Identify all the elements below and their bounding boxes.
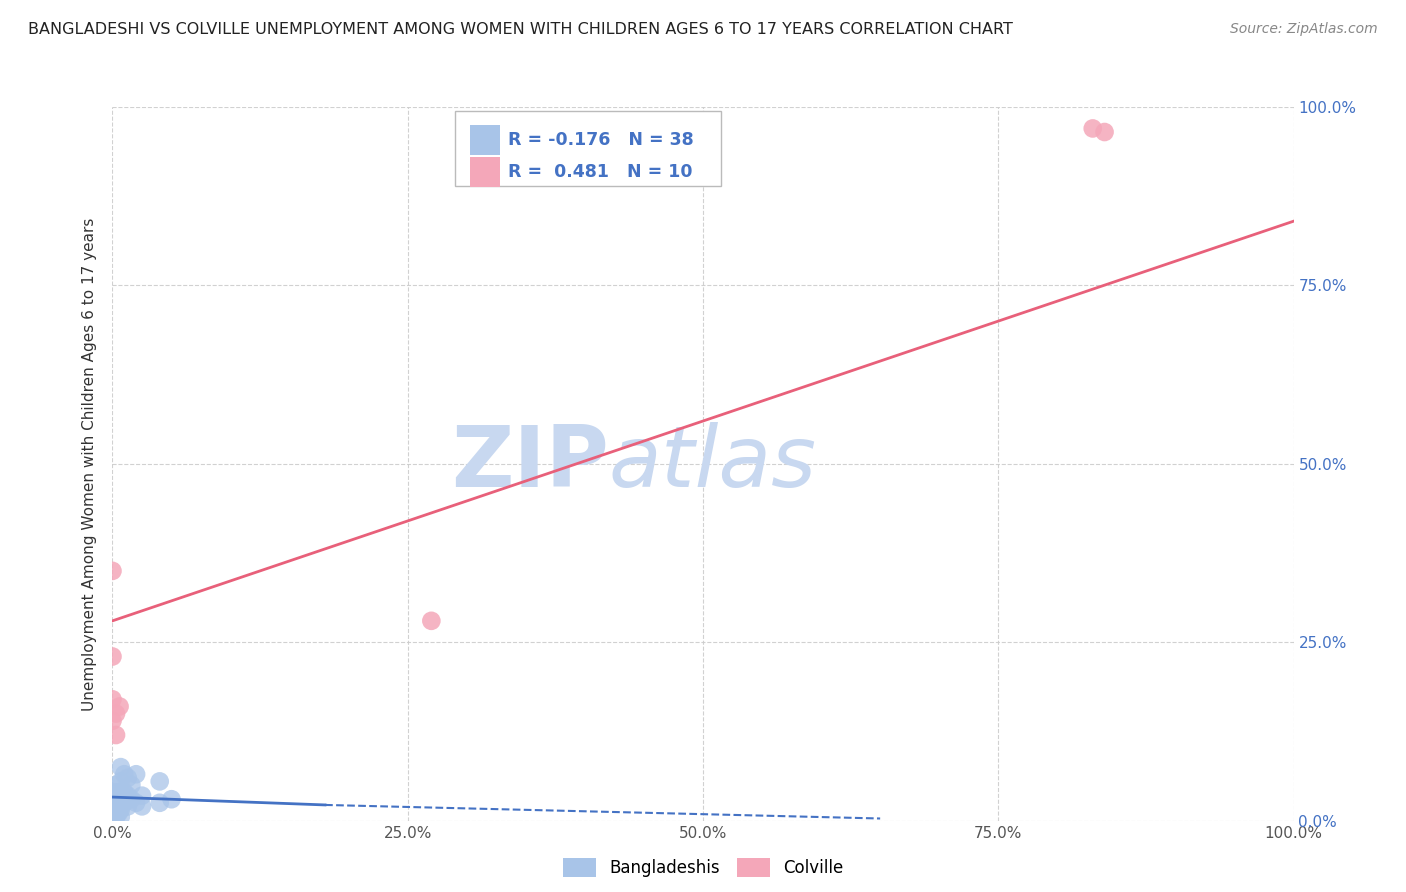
Point xyxy=(117,771,139,785)
Text: BANGLADESHI VS COLVILLE UNEMPLOYMENT AMONG WOMEN WITH CHILDREN AGES 6 TO 17 YEAR: BANGLADESHI VS COLVILLE UNEMPLOYMENT AMO… xyxy=(28,22,1012,37)
Text: R = -0.176   N = 38: R = -0.176 N = 38 xyxy=(508,131,695,149)
Point xyxy=(105,810,128,824)
Point xyxy=(160,792,183,806)
Point xyxy=(105,796,128,810)
Point xyxy=(131,789,153,803)
Point xyxy=(105,806,128,821)
FancyBboxPatch shape xyxy=(471,125,501,155)
Point xyxy=(112,785,135,799)
Point xyxy=(107,799,129,814)
Point xyxy=(101,564,124,578)
Point xyxy=(117,789,139,803)
Point xyxy=(101,789,124,803)
Point xyxy=(149,774,172,789)
Point xyxy=(125,767,148,781)
Point xyxy=(101,785,124,799)
Text: R =  0.481   N = 10: R = 0.481 N = 10 xyxy=(508,163,693,181)
Point xyxy=(1094,125,1116,139)
Point xyxy=(110,760,132,774)
Point xyxy=(112,767,135,781)
Point xyxy=(105,706,128,721)
Point xyxy=(110,774,132,789)
Point xyxy=(101,799,124,814)
Point xyxy=(101,692,124,706)
Point xyxy=(105,803,128,817)
FancyBboxPatch shape xyxy=(471,157,501,186)
Y-axis label: Unemployment Among Women with Children Ages 6 to 17 years: Unemployment Among Women with Children A… xyxy=(82,217,97,711)
Point xyxy=(101,649,124,664)
Point xyxy=(1081,121,1104,136)
Point xyxy=(420,614,443,628)
FancyBboxPatch shape xyxy=(456,111,721,186)
Point xyxy=(110,799,132,814)
Point xyxy=(110,796,132,810)
Point xyxy=(120,778,142,792)
Point xyxy=(107,785,129,799)
Point xyxy=(107,792,129,806)
Point xyxy=(110,810,132,824)
Point xyxy=(105,799,128,814)
Point xyxy=(149,796,172,810)
Text: atlas: atlas xyxy=(609,422,817,506)
Point xyxy=(120,792,142,806)
Point xyxy=(110,785,132,799)
Text: ZIP: ZIP xyxy=(451,422,609,506)
Point xyxy=(131,799,153,814)
Point xyxy=(101,714,124,728)
Point xyxy=(117,799,139,814)
Point xyxy=(108,699,131,714)
Point xyxy=(112,796,135,810)
Point xyxy=(105,792,128,806)
Legend: Bangladeshis, Colville: Bangladeshis, Colville xyxy=(555,851,851,884)
Point xyxy=(105,789,128,803)
Point xyxy=(105,778,128,792)
Point xyxy=(101,803,124,817)
Point xyxy=(125,796,148,810)
Text: Source: ZipAtlas.com: Source: ZipAtlas.com xyxy=(1230,22,1378,37)
Point xyxy=(107,806,129,821)
Point xyxy=(105,728,128,742)
Point xyxy=(110,803,132,817)
